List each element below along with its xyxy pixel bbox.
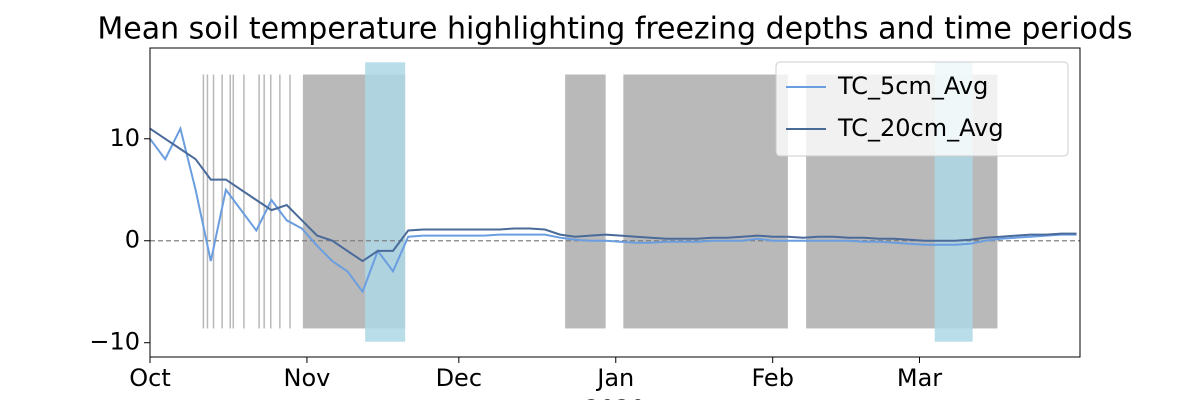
legend-label: TC_5cm_Avg: [837, 72, 988, 100]
gray-band: [202, 74, 205, 329]
gray-band: [279, 74, 281, 329]
x-tick-label: Mar: [897, 364, 942, 392]
chart-title: Mean soil temperature highlighting freez…: [97, 12, 1132, 47]
y-tick-label: 10: [109, 124, 140, 152]
x-tick-label: Jan: [595, 364, 634, 392]
gray-band: [232, 74, 235, 329]
gray-band: [212, 74, 215, 329]
gray-band: [206, 74, 209, 329]
gray-band: [289, 74, 291, 329]
gray-band: [229, 74, 232, 329]
gray-band: [221, 74, 223, 329]
y-tick-label: 0: [125, 226, 140, 254]
gray-band: [243, 74, 245, 329]
x-axis-label: 2020: [584, 395, 645, 400]
x-tick-label: Dec: [436, 364, 482, 392]
x-tick-label: Oct: [129, 364, 171, 392]
gray-band: [623, 74, 788, 329]
legend-label: TC_20cm_Avg: [837, 114, 1004, 142]
blue-band: [365, 62, 406, 342]
x-tick-label: Nov: [284, 364, 331, 392]
plot-frame: [149, 47, 1081, 358]
gray-band: [263, 74, 265, 329]
y-tick-label: −10: [89, 328, 140, 356]
line-series: [149, 125, 1077, 294]
gray-band: [565, 74, 606, 329]
x-tick-label: Feb: [751, 364, 794, 392]
line-series: [149, 127, 1077, 263]
legend-box: [775, 61, 1069, 157]
